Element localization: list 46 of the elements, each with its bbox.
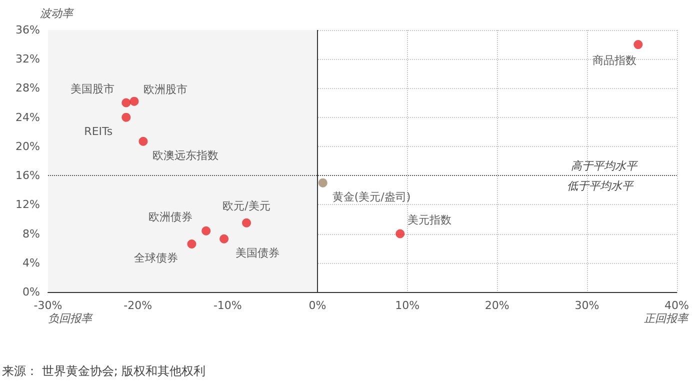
x-tick-label: 20% (484, 299, 510, 312)
series-label: 美国股市 (70, 82, 115, 96)
point (396, 229, 405, 238)
point (318, 178, 328, 188)
y-tick-label: 28% (16, 82, 40, 95)
series-label: 美元指数 (408, 213, 452, 226)
x-tick-label: 0% (308, 299, 326, 312)
x-tick-label: -30% (34, 299, 62, 312)
series-label: 黄金(美元/盎司) (332, 190, 411, 204)
annotation: 低于平均水平 (566, 180, 634, 193)
series-label: 欧元/美元 (222, 199, 270, 212)
y-tick-label: 24% (16, 110, 40, 124)
x-tick-label: -10% (213, 299, 242, 312)
y-tick-label: 12% (16, 198, 40, 212)
point (202, 226, 211, 236)
point (122, 98, 131, 108)
point (187, 239, 196, 248)
y-tick-label: 20% (16, 140, 40, 153)
y-tick-label: 16% (16, 169, 40, 182)
point (122, 112, 131, 122)
y-tick-label: 32% (16, 52, 40, 66)
x-tick-label: 40% (664, 299, 689, 312)
x-axis-title: 正回报率 (644, 312, 689, 325)
text: 负回报率 (48, 312, 93, 325)
point (130, 96, 139, 106)
x-tick-label: 10% (395, 299, 420, 312)
series-label: 欧洲债券 (148, 210, 193, 224)
point (242, 218, 252, 228)
series-label: 美国债券 (236, 246, 280, 260)
y-tick-label: 36% (16, 24, 40, 36)
x-tick-label: 30% (574, 299, 600, 312)
series-label: REITs (84, 124, 113, 138)
point (634, 40, 643, 50)
ref-line-label: 高于平均水平 (570, 160, 638, 173)
y-tick-label: 4% (22, 256, 40, 270)
series-label: 欧洲股市 (144, 82, 188, 96)
point (138, 136, 148, 146)
x-tick-label: -20% (124, 299, 152, 312)
series-label: 欧澳远东指数 (152, 148, 219, 162)
y-tick-label: 0% (22, 286, 40, 298)
series-label: 全球债券 (134, 251, 178, 264)
point (220, 234, 229, 244)
source-note: 来源： 世界黄金协会; 版权和其他权利 (2, 364, 206, 378)
series-label: 商品指数 (592, 54, 637, 68)
y-tick-label: 8% (22, 227, 40, 240)
y-axis-title: 波动率 (40, 7, 74, 20)
